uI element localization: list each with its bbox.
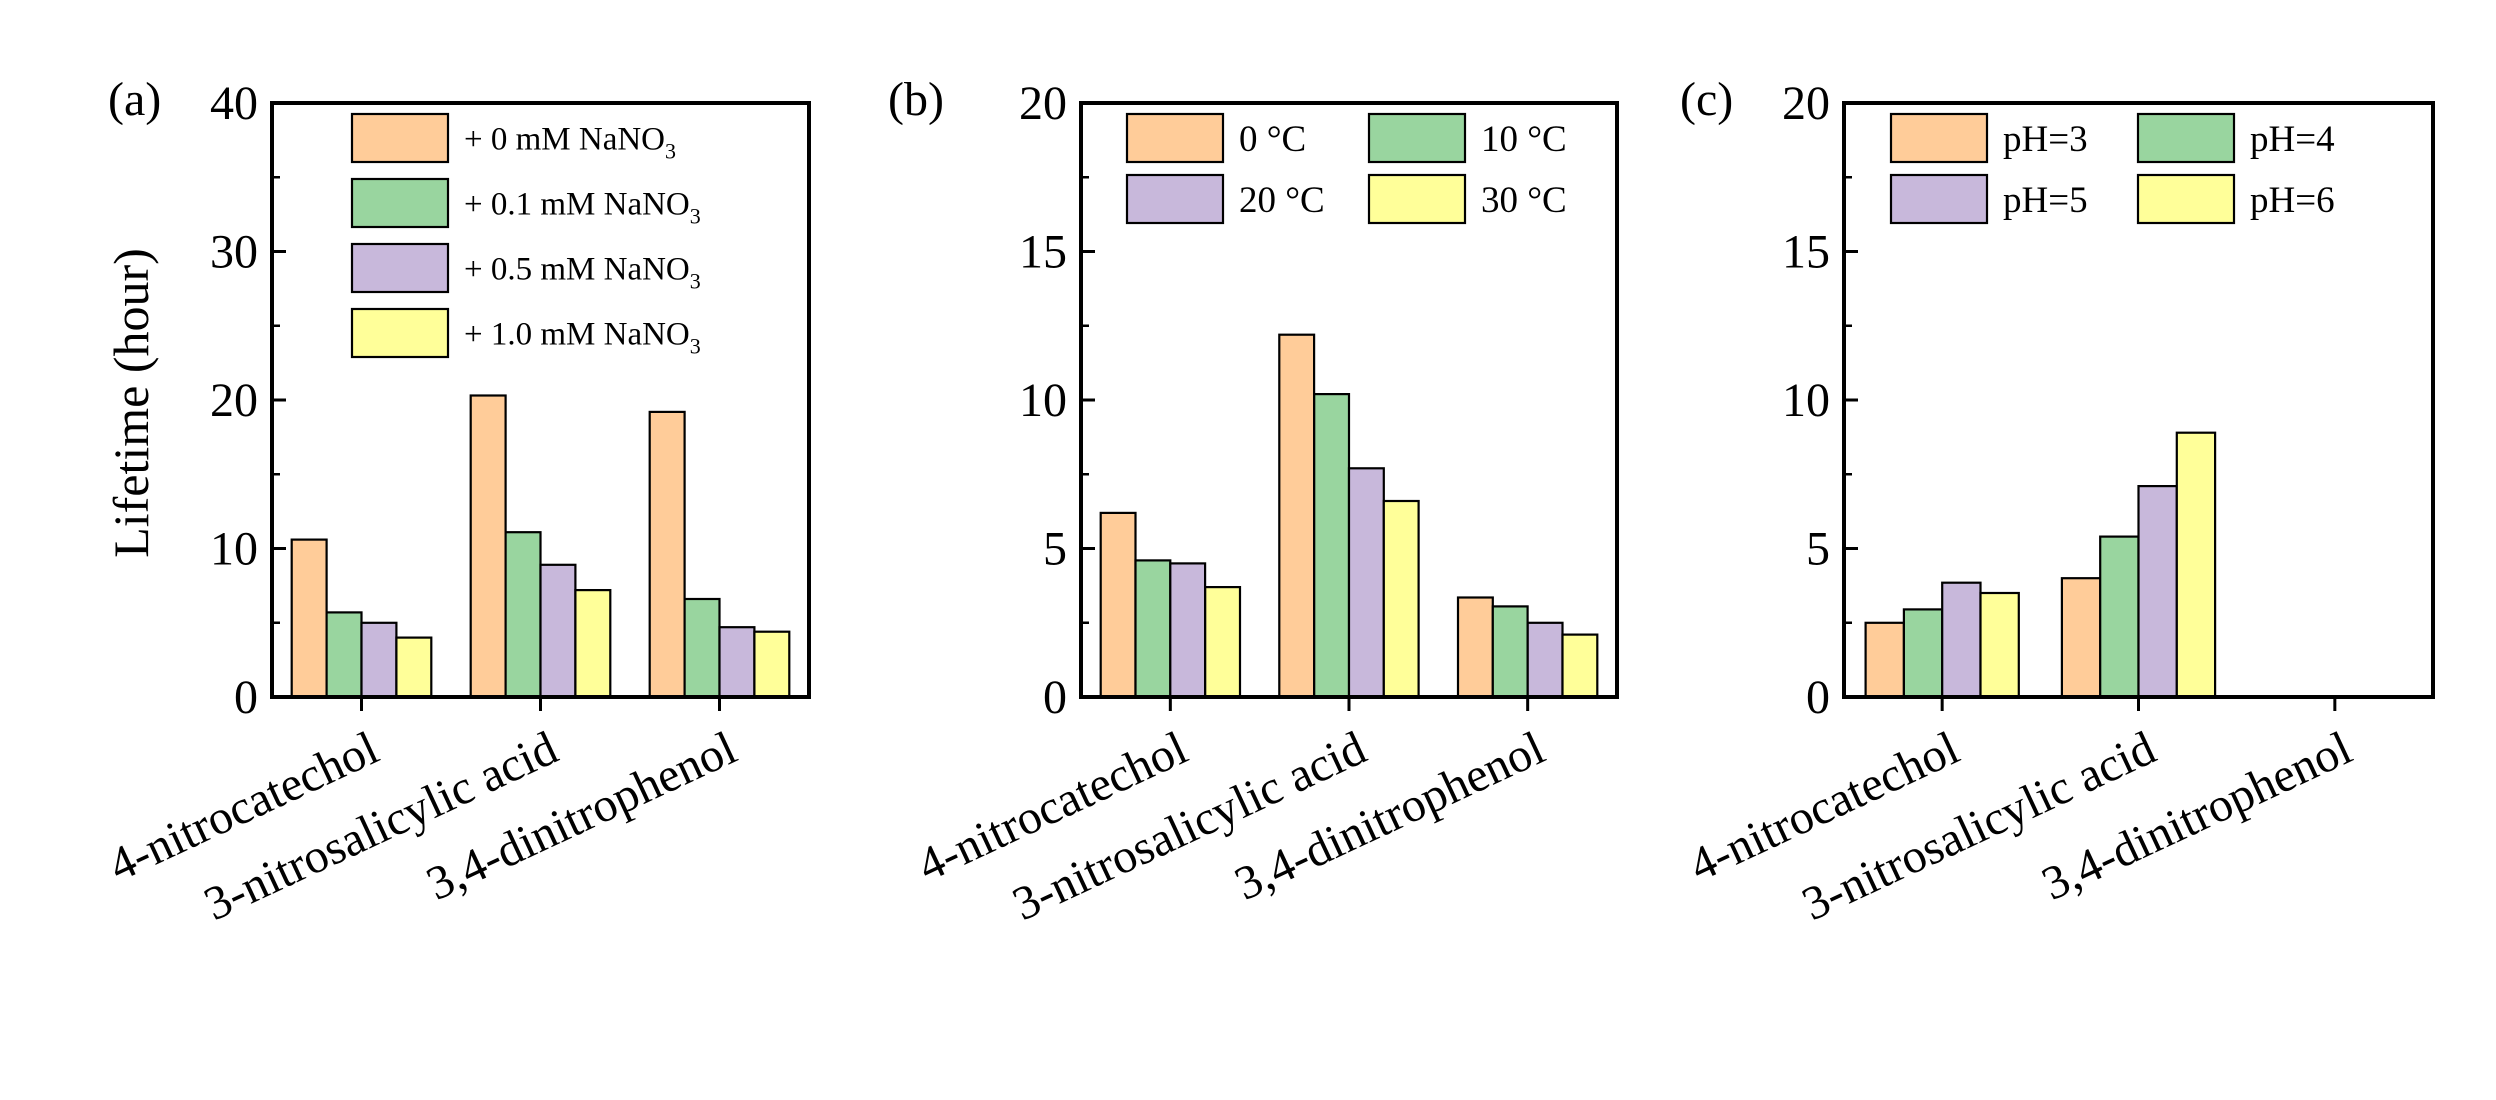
bar	[1347, 467, 1385, 699]
legend-swatch	[1367, 112, 1467, 164]
chart-panel-1: 0102030404-nitrocatechol3-nitrosalicylic…	[101, 73, 811, 931]
category-label: 3,4-dinitrophenol	[419, 721, 745, 910]
bar	[1526, 621, 1564, 699]
legend-subscript: 3	[690, 204, 701, 229]
bar	[539, 563, 577, 699]
legend-label: pH=3	[2003, 119, 2088, 160]
legend: pH=3 pH=4 pH=5 pH=6	[1889, 112, 2335, 225]
legend-label: + 0.1 mM NaNO3	[464, 187, 701, 229]
y-tick-label: 0	[1043, 671, 1067, 724]
category-label: 3-nitrosalicylic acid	[1794, 721, 2163, 931]
y-tick-label: 5	[1043, 523, 1067, 576]
panels: 0102030404-nitrocatechol3-nitrosalicylic…	[101, 73, 2435, 931]
y-tick-label: 15	[1782, 226, 1830, 279]
legend-subscript: 3	[665, 139, 676, 164]
y-tick-label: 40	[210, 77, 258, 130]
legend-swatch	[1367, 173, 1467, 225]
bar	[469, 394, 507, 699]
bar	[648, 410, 686, 699]
legend-label: pH=4	[2250, 119, 2335, 160]
legend-swatch	[1125, 173, 1225, 225]
legend-label: + 0.5 mM NaNO3	[464, 252, 701, 294]
legend-label: 0 °C	[1239, 119, 1306, 160]
legend-label: 30 °C	[1481, 180, 1567, 221]
y-tick-label: 0	[234, 671, 258, 724]
bars	[1864, 431, 2217, 699]
bar	[1491, 605, 1529, 699]
legend-label: + 1.0 mM NaNO3	[464, 317, 701, 359]
legend-swatch	[2136, 112, 2236, 164]
legend: 0 °C 10 °C 20 °C 30 °C	[1125, 112, 1567, 225]
legend-swatch	[1889, 173, 1989, 225]
legend-label: pH=5	[2003, 180, 2088, 221]
y-tick-label: 30	[210, 226, 258, 279]
bar	[1134, 559, 1172, 699]
bar	[1864, 621, 1905, 699]
legend: + 0 mM NaNO3 + 0.1 mM NaNO3 + 0.5 mM NaNO3…	[350, 112, 701, 359]
bar	[1382, 499, 1420, 699]
bar	[1456, 596, 1494, 699]
legend-swatch	[2136, 173, 2236, 225]
bar	[2137, 485, 2178, 699]
legend-swatch	[350, 307, 450, 359]
bar	[1204, 585, 1242, 699]
bar	[360, 621, 398, 699]
bar	[1099, 511, 1137, 699]
y-tick-label: 20	[210, 374, 258, 427]
bar	[718, 626, 756, 699]
bar	[753, 630, 791, 699]
bar	[683, 597, 721, 699]
y-tick-label: 10	[210, 523, 258, 576]
bar	[290, 538, 328, 699]
chart-panel-3: 051015204-nitrocatechol3-nitrosalicylic …	[1680, 73, 2435, 931]
y-tick-label: 0	[1806, 671, 1830, 724]
legend-swatch	[1889, 112, 1989, 164]
legend-label: pH=6	[2250, 180, 2335, 221]
panel-label: (b)	[888, 73, 944, 126]
legend-swatch	[1125, 112, 1225, 164]
bar	[395, 636, 433, 699]
legend-swatch	[350, 242, 450, 294]
legend-swatch	[350, 112, 450, 164]
y-tick-label: 5	[1806, 523, 1830, 576]
legend-subscript: 3	[690, 269, 701, 294]
bar	[504, 531, 542, 699]
panel-label: (a)	[108, 73, 161, 126]
bar	[1278, 333, 1316, 699]
bars	[290, 394, 791, 699]
legend-label: + 0 mM NaNO3	[464, 122, 676, 164]
bar	[325, 611, 363, 699]
legend-swatch	[350, 177, 450, 229]
bar	[2175, 431, 2217, 699]
bar	[574, 588, 612, 699]
legend-label: 10 °C	[1481, 119, 1567, 160]
legend-label: 20 °C	[1239, 180, 1325, 221]
y-tick-label: 20	[1019, 77, 1067, 130]
bars	[1099, 333, 1599, 699]
y-tick-label: 15	[1019, 226, 1067, 279]
bar	[1941, 581, 1982, 699]
y-tick-label: 10	[1782, 374, 1830, 427]
bar	[1313, 393, 1351, 699]
bar	[1169, 562, 1207, 699]
y-tick-label: 20	[1782, 77, 1830, 130]
bar	[1561, 633, 1599, 699]
y-tick-label: 10	[1019, 374, 1067, 427]
chart-panel-2: 051015204-nitrocatechol3-nitrosalicylic …	[888, 73, 1619, 931]
bar	[1902, 608, 1944, 699]
y-axis-title: Lifetime (hour)	[103, 248, 159, 558]
bar	[1979, 591, 2020, 699]
legend-subscript: 3	[690, 334, 701, 359]
category-label: 3,4-dinitrophenol	[1227, 721, 1553, 910]
bar	[2060, 577, 2102, 699]
bar	[2099, 535, 2140, 699]
panel-label: (c)	[1680, 73, 1733, 126]
